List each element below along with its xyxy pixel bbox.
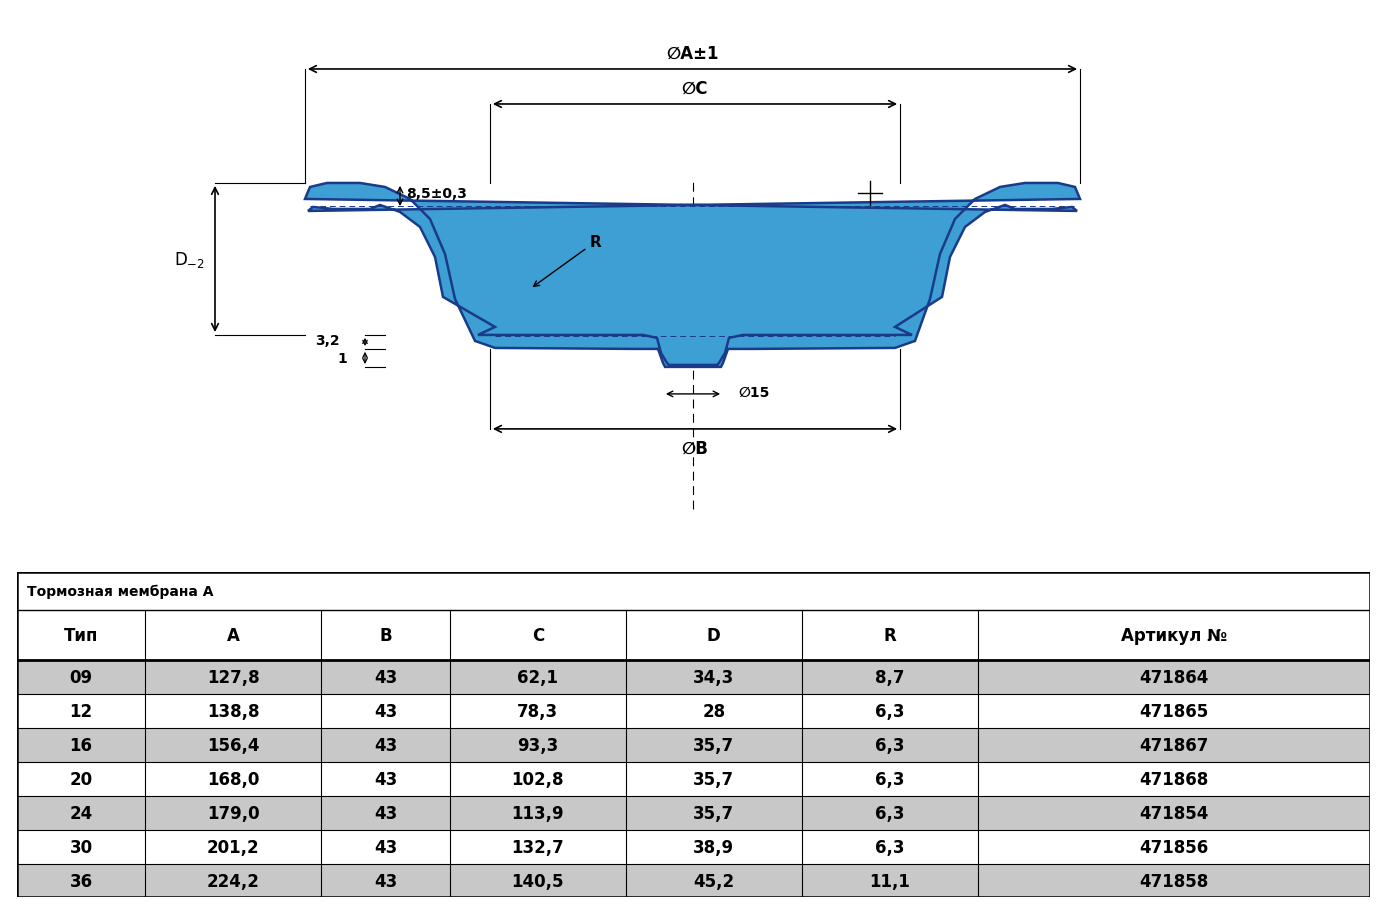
Text: 102,8: 102,8 (512, 770, 565, 788)
Text: 6,3: 6,3 (875, 770, 904, 788)
Text: 8,7: 8,7 (875, 668, 904, 686)
Text: R: R (534, 235, 602, 287)
Text: 471864: 471864 (1139, 668, 1208, 686)
Text: 471867: 471867 (1139, 736, 1208, 754)
Text: 1: 1 (337, 352, 347, 365)
Text: 6,3: 6,3 (875, 736, 904, 754)
Text: Тип: Тип (64, 626, 98, 644)
Text: 35,7: 35,7 (694, 804, 734, 822)
Text: 43: 43 (374, 804, 397, 822)
Text: Артикул №: Артикул № (1121, 626, 1227, 644)
Text: 201,2: 201,2 (207, 838, 259, 856)
Text: 12: 12 (69, 703, 93, 720)
Text: 3,2: 3,2 (315, 334, 340, 347)
Text: 471865: 471865 (1140, 703, 1208, 720)
Text: 24: 24 (69, 804, 93, 822)
Text: 156,4: 156,4 (207, 736, 259, 754)
Text: 6,3: 6,3 (875, 838, 904, 856)
Text: 78,3: 78,3 (517, 703, 559, 720)
Text: 43: 43 (374, 838, 397, 856)
Text: A: A (227, 626, 240, 644)
Text: 43: 43 (374, 770, 397, 788)
Bar (17, 660, 1370, 695)
Text: C: C (531, 626, 544, 644)
Text: 113,9: 113,9 (512, 804, 565, 822)
Text: 34,3: 34,3 (694, 668, 735, 686)
Text: R: R (884, 626, 896, 644)
Text: 6,3: 6,3 (875, 703, 904, 720)
Text: 38,9: 38,9 (694, 838, 734, 856)
Bar (17, 796, 1370, 830)
Text: 35,7: 35,7 (694, 736, 734, 754)
Text: 471868: 471868 (1140, 770, 1208, 788)
Text: 471858: 471858 (1140, 871, 1208, 889)
Text: 93,3: 93,3 (517, 736, 559, 754)
Text: 132,7: 132,7 (512, 838, 565, 856)
Text: ∅B: ∅B (681, 439, 709, 457)
Text: 168,0: 168,0 (207, 770, 259, 788)
Text: 43: 43 (374, 703, 397, 720)
Bar (17, 762, 1370, 796)
Text: 28: 28 (702, 703, 725, 720)
Text: Тормозная мембрана А: Тормозная мембрана А (28, 584, 214, 599)
Text: 35,7: 35,7 (694, 770, 734, 788)
Text: 6,3: 6,3 (875, 804, 904, 822)
Text: 8,5±0,3: 8,5±0,3 (406, 187, 467, 201)
Text: 09: 09 (69, 668, 93, 686)
Text: 471854: 471854 (1139, 804, 1208, 822)
Text: B: B (379, 626, 393, 644)
Text: D: D (707, 626, 721, 644)
Text: 43: 43 (374, 668, 397, 686)
Text: ∅15: ∅15 (738, 385, 770, 400)
Text: 36: 36 (69, 871, 93, 889)
Text: 16: 16 (69, 736, 93, 754)
Polygon shape (305, 184, 1080, 367)
Bar (17, 728, 1370, 762)
Text: 30: 30 (69, 838, 93, 856)
Bar (17, 863, 1370, 897)
Text: 20: 20 (69, 770, 93, 788)
Text: 43: 43 (374, 736, 397, 754)
Text: 140,5: 140,5 (512, 871, 565, 889)
Text: ∅C: ∅C (682, 80, 709, 98)
Text: 471856: 471856 (1140, 838, 1208, 856)
Text: 224,2: 224,2 (207, 871, 259, 889)
Text: 45,2: 45,2 (694, 871, 734, 889)
Text: 62,1: 62,1 (517, 668, 559, 686)
Text: 43: 43 (374, 871, 397, 889)
Bar (17, 695, 1370, 728)
Text: 11,1: 11,1 (870, 871, 910, 889)
Bar (17, 830, 1370, 863)
Text: $\mathsf{D_{-2}}$: $\mathsf{D_{-2}}$ (173, 250, 205, 270)
Text: 179,0: 179,0 (207, 804, 259, 822)
Text: 127,8: 127,8 (207, 668, 259, 686)
Text: ∅A±1: ∅A±1 (666, 45, 718, 63)
Text: 138,8: 138,8 (207, 703, 259, 720)
